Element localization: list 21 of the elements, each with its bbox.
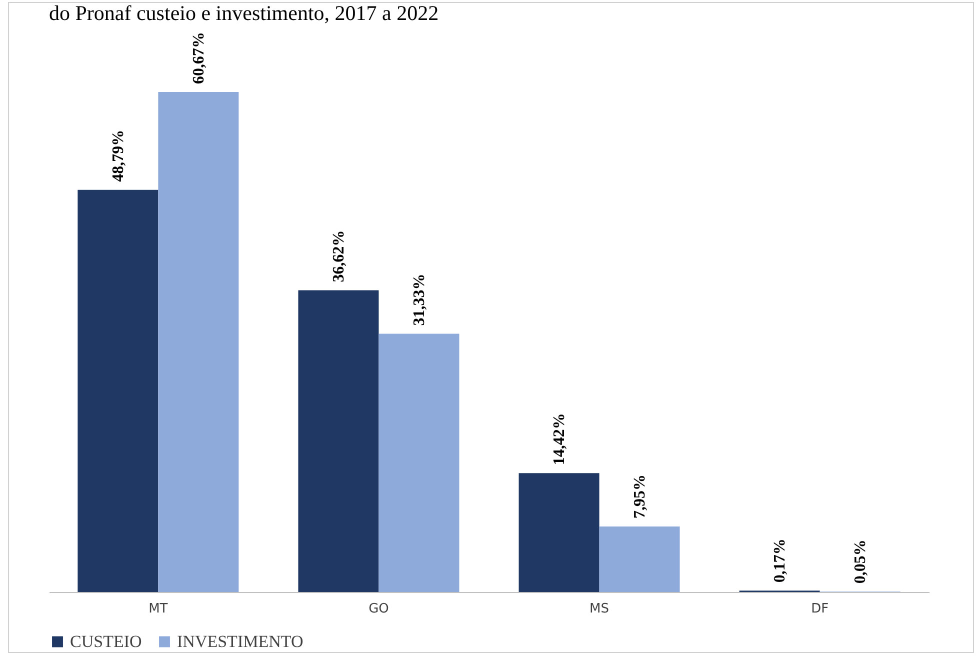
data-label: 36,62% — [330, 230, 348, 282]
data-label: 31,33% — [410, 274, 428, 326]
x-tick-label: MS — [590, 602, 610, 616]
bar — [78, 190, 158, 592]
bar — [518, 473, 600, 592]
bar — [158, 92, 239, 592]
data-label: 7,95% — [632, 474, 649, 518]
data-label: 14,42% — [551, 413, 568, 466]
data-label: 48,79% — [110, 130, 127, 182]
data-label: 0,05% — [852, 540, 870, 584]
x-tick-label: MT — [148, 602, 168, 616]
chart-title: do Pronaf custeio e investimento, 2017 a 2022 — [49, 1, 439, 25]
bar — [378, 334, 460, 592]
data-label: 60,67% — [190, 32, 208, 84]
bar — [599, 526, 680, 592]
data-label: 0,17% — [772, 538, 789, 583]
x-tick-label: GO — [368, 602, 389, 616]
x-tick-label: DF — [811, 602, 829, 616]
bar — [298, 290, 379, 592]
legend-label: INVESTIMENTO — [177, 632, 304, 651]
legend-label: CUSTEIO — [70, 632, 142, 651]
